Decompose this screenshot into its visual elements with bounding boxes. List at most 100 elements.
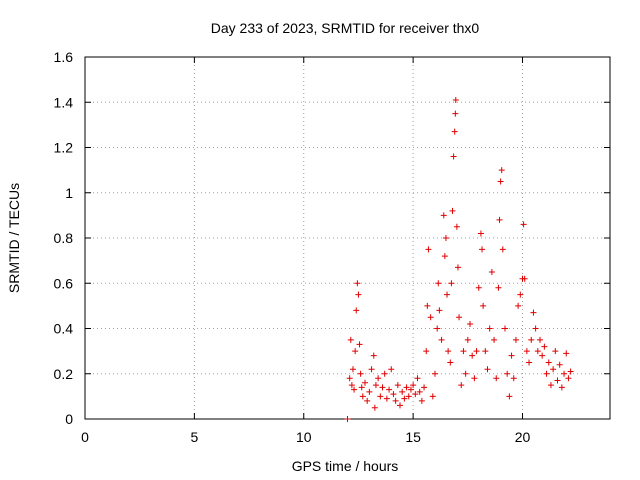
- data-point: [424, 302, 431, 309]
- data-point: [491, 336, 498, 343]
- data-point: [556, 361, 563, 368]
- data-point: [493, 375, 500, 382]
- data-point: [504, 370, 511, 377]
- data-point: [368, 366, 375, 373]
- data-point: [364, 397, 371, 404]
- data-point: [407, 386, 414, 393]
- data-point: [541, 343, 548, 350]
- chart-title: Day 233 of 2023, SRMTID for receiver thx…: [211, 20, 480, 36]
- data-point: [381, 370, 388, 377]
- y-tick-label: 0: [65, 411, 73, 427]
- data-point: [458, 382, 465, 389]
- data-point: [445, 348, 452, 355]
- data-point: [561, 370, 568, 377]
- data-point: [392, 397, 399, 404]
- data-point: [451, 128, 458, 135]
- data-point: [436, 307, 443, 314]
- data-point: [448, 280, 455, 287]
- data-point: [550, 366, 557, 373]
- data-point: [344, 416, 351, 422]
- data-point: [499, 246, 506, 253]
- data-point: [450, 153, 457, 160]
- data-point: [377, 393, 384, 400]
- data-point: [480, 302, 487, 309]
- data-point: [444, 291, 451, 298]
- data-point: [405, 393, 412, 400]
- data-point: [563, 350, 570, 357]
- data-point: [482, 348, 489, 355]
- x-axis-label: GPS time / hours: [292, 458, 399, 474]
- data-point: [473, 348, 480, 355]
- data-point: [386, 386, 393, 393]
- data-point: [532, 325, 539, 332]
- data-point: [370, 352, 377, 359]
- data-point: [351, 386, 358, 393]
- data-point: [534, 348, 541, 355]
- y-tick-label: 1: [65, 185, 73, 201]
- data-point: [508, 352, 515, 359]
- data-point: [530, 309, 537, 316]
- data-point: [467, 320, 473, 327]
- data-point: [520, 221, 527, 228]
- data-point: [412, 391, 419, 398]
- data-point: [552, 348, 559, 355]
- data-point: [357, 370, 364, 377]
- x-tick-label: 10: [296, 429, 312, 445]
- data-point: [359, 393, 366, 400]
- data-point: [496, 216, 503, 223]
- data-point: [434, 325, 441, 332]
- y-tick-label: 1.4: [54, 94, 74, 110]
- data-point: [388, 366, 395, 373]
- data-point: [383, 395, 390, 402]
- data-point: [375, 375, 382, 382]
- data-point: [565, 375, 572, 382]
- data-point: [510, 375, 517, 382]
- data-point: [414, 375, 421, 382]
- data-point: [506, 393, 513, 400]
- data-point: [348, 382, 355, 389]
- data-point: [371, 404, 378, 411]
- data-point: [515, 302, 522, 309]
- data-point: [355, 291, 362, 298]
- data-point: [479, 246, 486, 253]
- data-point: [464, 336, 471, 343]
- data-point: [352, 348, 359, 355]
- data-point: [547, 382, 554, 389]
- data-point: [429, 393, 436, 400]
- data-point: [517, 291, 524, 298]
- x-tick-label: 20: [515, 429, 531, 445]
- x-tick-label: 0: [81, 429, 89, 445]
- data-point: [453, 223, 460, 230]
- data-points: [344, 96, 574, 422]
- data-point: [539, 352, 546, 359]
- data-point: [488, 268, 495, 275]
- data-point: [394, 382, 401, 389]
- data-point: [403, 384, 410, 391]
- data-point: [410, 382, 417, 389]
- y-axis-label: SRMTID / TECUs: [6, 183, 22, 293]
- data-point: [528, 336, 535, 343]
- data-point: [462, 370, 469, 377]
- data-point: [353, 307, 360, 314]
- data-point: [526, 359, 533, 366]
- data-point: [484, 366, 491, 373]
- data-point: [423, 348, 430, 355]
- data-point: [512, 336, 519, 343]
- data-point: [521, 275, 528, 282]
- data-point: [349, 366, 356, 373]
- data-point: [558, 384, 565, 391]
- data-point: [372, 382, 379, 389]
- x-tick-label: 5: [190, 429, 198, 445]
- y-tick-label: 1.2: [54, 140, 74, 156]
- data-point: [416, 388, 423, 395]
- data-point: [390, 391, 397, 398]
- data-point: [545, 359, 552, 366]
- plot-frame: [84, 56, 611, 420]
- data-point: [475, 284, 482, 291]
- data-point: [477, 230, 484, 237]
- data-point: [495, 284, 502, 291]
- data-point: [418, 397, 425, 404]
- data-point: [454, 264, 461, 271]
- data-point: [498, 167, 505, 174]
